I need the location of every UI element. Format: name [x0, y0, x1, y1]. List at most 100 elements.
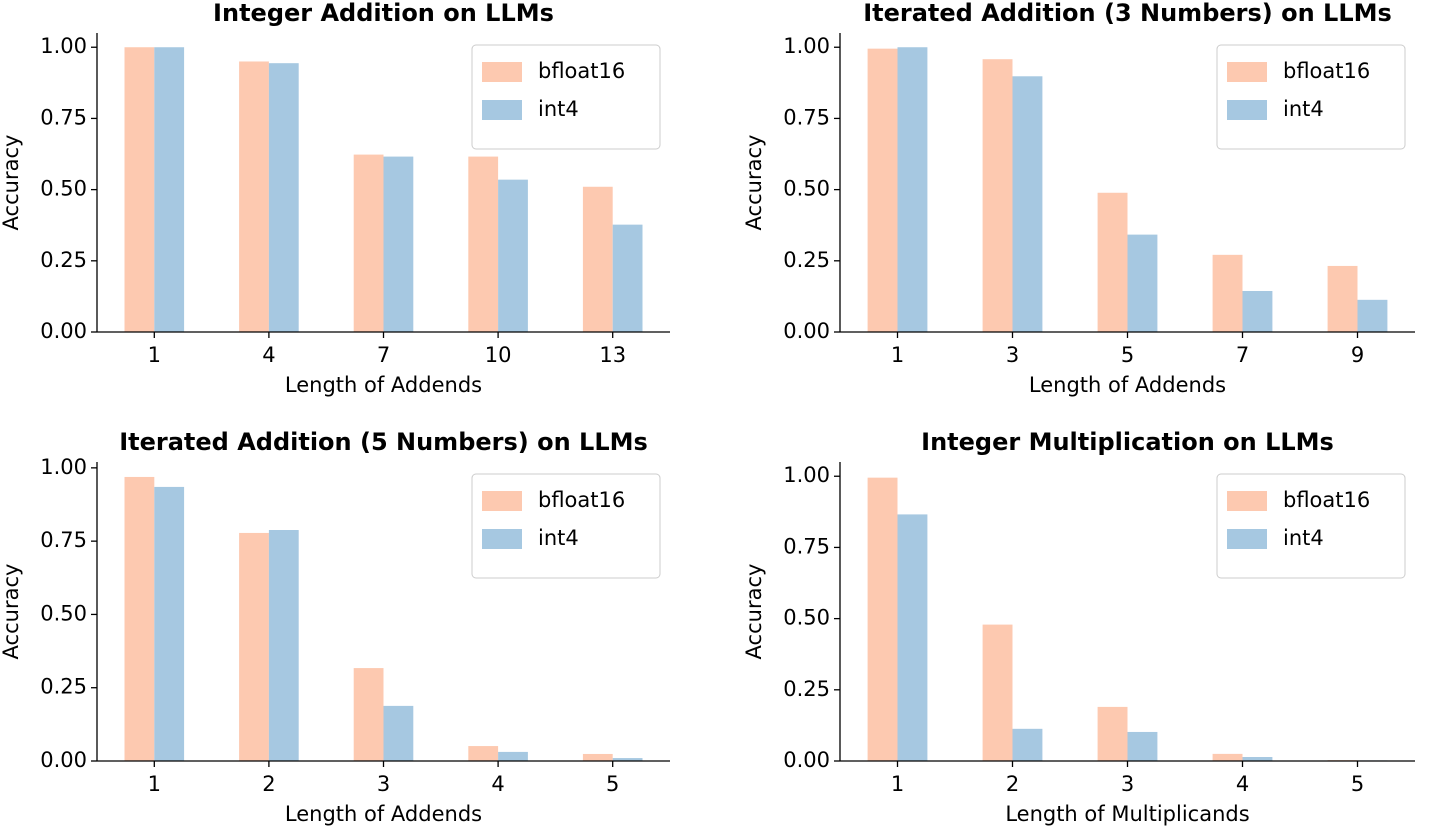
x-tick-label: 3: [1121, 772, 1134, 796]
x-tick-label: 2: [1006, 772, 1019, 796]
y-tick-label: 0.50: [40, 601, 87, 625]
y-axis-label: Accuracy: [742, 135, 766, 231]
y-tick-label: 1.00: [783, 34, 830, 58]
y-tick-label: 0.25: [40, 675, 87, 699]
legend-label: bfloat16: [1283, 488, 1370, 512]
legend-swatch: [482, 62, 522, 82]
y-tick-label: 0.00: [783, 319, 830, 343]
legend-swatch: [482, 529, 522, 549]
x-tick-label: 5: [606, 772, 619, 796]
y-tick-label: 0.00: [40, 319, 87, 343]
y-axis-label: Accuracy: [742, 564, 766, 660]
bar: [612, 758, 643, 761]
y-axis-label: Accuracy: [0, 135, 23, 231]
bar: [1097, 192, 1128, 332]
x-tick-label: 1: [148, 772, 161, 796]
legend-swatch: [1227, 100, 1267, 120]
y-tick-label: 1.00: [783, 463, 830, 487]
y-tick-label: 0.00: [783, 748, 830, 772]
chart-title: Iterated Addition (5 Numbers) on LLMs: [119, 428, 648, 456]
legend-label: int4: [1283, 97, 1324, 121]
bar: [1012, 728, 1043, 761]
bar: [982, 59, 1013, 333]
chart-title: Iterated Addition (3 Numbers) on LLMs: [863, 0, 1392, 27]
x-tick-label: 1: [891, 343, 904, 367]
subplot: Integer Multiplication on LLMs 0.00 0.25 0.…: [742, 428, 1415, 826]
legend-swatch: [482, 491, 522, 511]
bar: [154, 486, 185, 761]
subplot: Iterated Addition (5 Numbers) on LLMs 0.0…: [0, 428, 670, 826]
subplot: Integer Addition on LLMs 0.00 0.25 0.50 0.75…: [0, 0, 670, 397]
y-tick-label: 1.00: [40, 34, 87, 58]
bar: [468, 746, 499, 761]
bar: [1212, 254, 1243, 332]
y-tick-label: 0.50: [783, 606, 830, 630]
bar: [353, 668, 384, 761]
x-tick-label: 10: [485, 343, 512, 367]
legend-label: bfloat16: [538, 59, 625, 83]
x-tick-label: 1: [148, 343, 161, 367]
bar: [582, 186, 613, 332]
bar: [582, 753, 613, 761]
x-tick-label: 13: [599, 343, 626, 367]
bar: [124, 476, 155, 761]
x-tick-label: 9: [1351, 343, 1364, 367]
legend-label: int4: [538, 97, 579, 121]
bar: [239, 532, 269, 761]
x-tick-label: 1: [891, 772, 904, 796]
bar: [124, 47, 155, 332]
x-tick-label: 7: [1236, 343, 1249, 367]
bar: [268, 63, 299, 333]
legend-label: int4: [1283, 526, 1324, 550]
y-tick-label: 0.75: [783, 534, 830, 558]
bar: [982, 624, 1013, 761]
bar: [1327, 265, 1358, 332]
legend-label: bfloat16: [538, 488, 625, 512]
bar: [1242, 290, 1273, 332]
legend-swatch: [1227, 62, 1267, 82]
x-tick-label: 4: [1236, 772, 1249, 796]
legend-swatch: [1227, 529, 1267, 549]
bar: [383, 705, 414, 761]
bar: [383, 156, 414, 332]
bar: [468, 156, 499, 332]
bar: [498, 751, 528, 761]
x-tick-label: 3: [377, 772, 390, 796]
legend-label: int4: [538, 526, 579, 550]
y-tick-label: 0.50: [40, 177, 87, 201]
y-tick-label: 0.75: [40, 105, 87, 129]
bar: [1357, 299, 1388, 332]
x-axis-label: Length of Addends: [285, 802, 482, 826]
bar: [1127, 731, 1158, 761]
y-tick-label: 0.25: [783, 677, 830, 701]
x-tick-label: 2: [262, 772, 275, 796]
bar: [498, 179, 528, 332]
legend-label: bfloat16: [1283, 59, 1370, 83]
x-tick-label: 5: [1351, 772, 1364, 796]
bar: [1242, 757, 1273, 761]
bar: [867, 477, 898, 761]
bar: [268, 530, 299, 761]
bar: [867, 48, 898, 333]
bar: [1212, 753, 1243, 761]
y-tick-label: 0.25: [40, 248, 87, 272]
y-tick-label: 1.00: [40, 455, 87, 479]
bar: [897, 47, 928, 332]
x-tick-label: 3: [1006, 343, 1019, 367]
x-tick-label: 4: [262, 343, 275, 367]
bar: [1012, 76, 1043, 332]
x-axis-label: Length of Addends: [285, 373, 482, 397]
bar: [1127, 234, 1158, 332]
y-tick-label: 0.75: [40, 528, 87, 552]
bar: [1097, 706, 1128, 761]
y-tick-label: 0.25: [783, 248, 830, 272]
bar: [897, 514, 928, 761]
y-tick-label: 0.50: [783, 177, 830, 201]
chart-title: Integer Addition on LLMs: [213, 0, 554, 27]
x-tick-label: 7: [377, 343, 390, 367]
subplot: Iterated Addition (3 Numbers) on LLMs 0.0…: [742, 0, 1415, 397]
x-axis-label: Length of Addends: [1029, 373, 1226, 397]
bar: [353, 154, 384, 332]
bar: [154, 47, 185, 332]
legend-swatch: [1227, 491, 1267, 511]
